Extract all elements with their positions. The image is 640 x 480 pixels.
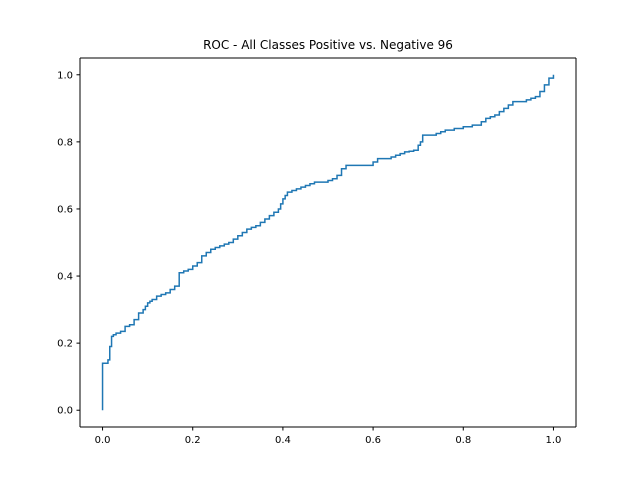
x-tick-label: 0.0: [95, 435, 111, 446]
x-tick-label: 0.4: [275, 435, 291, 446]
x-tick-label: 0.8: [455, 435, 471, 446]
y-tick-label: 0.0: [57, 406, 73, 417]
y-axis-ticks: 0.0 0.2 0.4 0.6 0.8 1.0: [57, 70, 80, 417]
roc-curve-line: [101, 74, 555, 411]
x-tick-label: 0.2: [185, 435, 201, 446]
chart-title: ROC - All Classes Positive vs. Negative …: [203, 38, 453, 52]
y-tick-label: 0.8: [57, 137, 73, 148]
x-tick-label: 0.6: [365, 435, 381, 446]
y-tick-label: 0.2: [57, 339, 73, 350]
axes-frame: [79, 57, 577, 428]
y-tick-label: 1.0: [57, 70, 73, 81]
y-tick-label: 0.4: [57, 272, 73, 283]
plot-area: [101, 74, 555, 411]
x-axis-ticks: 0.0 0.2 0.4 0.6 0.8 1.0: [95, 427, 562, 446]
y-tick-label: 0.6: [57, 204, 73, 215]
x-tick-label: 1.0: [546, 435, 562, 446]
